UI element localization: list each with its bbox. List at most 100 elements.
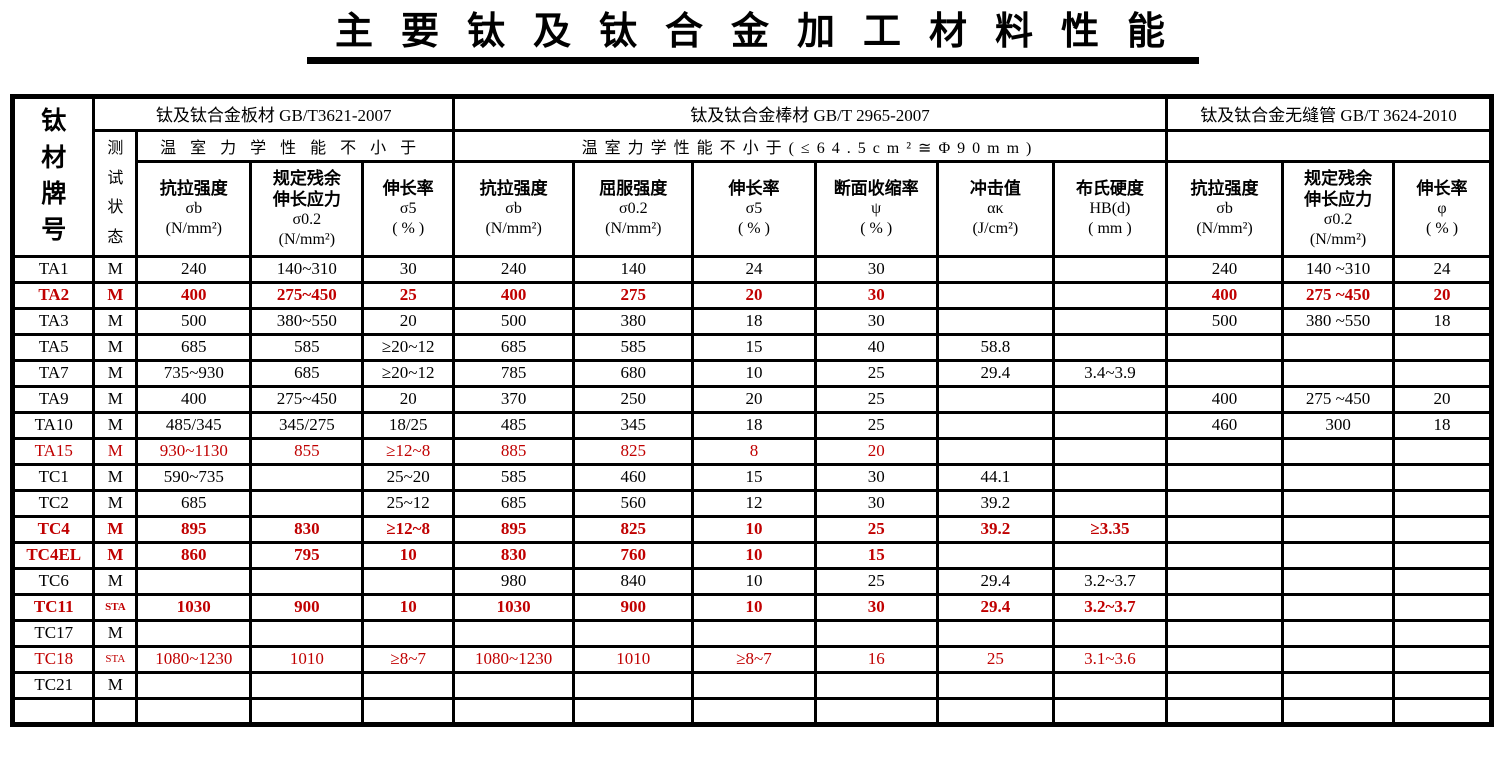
value-cell: [1392, 462, 1493, 492]
value-cell: [572, 670, 695, 700]
value-cell: 20: [1392, 384, 1493, 414]
value-cell: [1051, 540, 1168, 570]
value-cell: 3.2~3.7: [1051, 592, 1168, 622]
grade-cell: TA7: [10, 358, 96, 388]
value-cell: 860: [135, 540, 253, 570]
value-cell: 25: [813, 410, 939, 440]
value-cell: 24: [1392, 254, 1493, 284]
value-cell: 3.2~3.7: [1051, 566, 1168, 596]
value-cell: [935, 254, 1055, 284]
value-cell: [813, 696, 939, 726]
value-cell: 930~1130: [135, 436, 253, 466]
value-cell: 25: [813, 358, 939, 388]
state-cell: M: [92, 254, 139, 284]
value-cell: [1164, 514, 1285, 544]
value-cell: 30: [361, 254, 456, 284]
column-header-9: 抗拉强度 σb (N/mm²): [1164, 159, 1285, 258]
value-cell: 685: [452, 488, 576, 518]
column-header-3: 抗拉强度 σb (N/mm²): [452, 159, 576, 258]
state-cell: M: [92, 462, 139, 492]
value-cell: 855: [249, 436, 365, 466]
table-row: TC1 M 590~735 25~20 585 460 15 30 44.1: [10, 462, 1493, 492]
value-cell: [1281, 592, 1396, 622]
value-cell: [135, 696, 253, 726]
value-cell: [1164, 436, 1285, 466]
grade-cell: TC4: [10, 514, 96, 544]
value-cell: [1392, 514, 1493, 544]
value-cell: 18: [691, 306, 817, 336]
grade-cell: TC2: [10, 488, 96, 518]
column-header-7: 冲击值 ακ (J/cm²): [935, 159, 1055, 258]
state-cell: M: [92, 280, 139, 310]
value-cell: 16: [813, 644, 939, 674]
value-cell: [1051, 280, 1168, 310]
state-cell: M: [92, 514, 139, 544]
value-cell: [1281, 618, 1396, 648]
value-cell: 30: [813, 462, 939, 492]
test-state-header: 测试状态: [92, 128, 139, 258]
grade-cell: TA5: [10, 332, 96, 362]
table-row: TC2 M 685 25~12 685 560 12 30 39.2: [10, 488, 1493, 518]
value-cell: 20: [691, 384, 817, 414]
value-cell: [1392, 540, 1493, 570]
value-cell: 240: [452, 254, 576, 284]
grade-cell: TA2: [10, 280, 96, 310]
value-cell: [1051, 332, 1168, 362]
value-cell: [1164, 644, 1285, 674]
state-cell: M: [92, 384, 139, 414]
value-cell: [249, 670, 365, 700]
value-cell: ≥8~7: [361, 644, 456, 674]
value-cell: 1010: [572, 644, 695, 674]
value-cell: 15: [691, 462, 817, 492]
value-cell: [135, 670, 253, 700]
value-cell: 380 ~550: [1281, 306, 1396, 336]
value-cell: 585: [572, 332, 695, 362]
grade-cell: TA15: [10, 436, 96, 466]
value-cell: 240: [1164, 254, 1285, 284]
value-cell: 39.2: [935, 488, 1055, 518]
value-cell: [935, 410, 1055, 440]
value-cell: 735~930: [135, 358, 253, 388]
grade-cell: TA9: [10, 384, 96, 414]
value-cell: [1281, 540, 1396, 570]
value-cell: 1080~1230: [135, 644, 253, 674]
value-cell: 1030: [135, 592, 253, 622]
value-cell: [1051, 254, 1168, 284]
value-cell: [361, 618, 456, 648]
state-cell: M: [92, 618, 139, 648]
state-cell: M: [92, 566, 139, 596]
value-cell: [813, 670, 939, 700]
value-cell: 3.1~3.6: [1051, 644, 1168, 674]
table-row: TA15 M 930~1130 855 ≥12~8 885 825 8 20: [10, 436, 1493, 466]
value-cell: 140: [572, 254, 695, 284]
state-cell: M: [92, 306, 139, 336]
value-cell: 380: [572, 306, 695, 336]
value-cell: [1051, 462, 1168, 492]
value-cell: 400: [452, 280, 576, 310]
value-cell: [1051, 696, 1168, 726]
value-cell: 460: [1164, 410, 1285, 440]
value-cell: 830: [249, 514, 365, 544]
value-cell: [1281, 566, 1396, 596]
value-cell: 840: [572, 566, 695, 596]
value-cell: [935, 540, 1055, 570]
value-cell: 40: [813, 332, 939, 362]
value-cell: 24: [691, 254, 817, 284]
value-cell: 25~20: [361, 462, 456, 492]
group-header-bar: 钛及钛合金棒材 GB/T 2965-2007: [452, 94, 1168, 132]
properties-table: 钛材牌号 钛及钛合金板材 GB/T3621-2007 钛及钛合金棒材 GB/T …: [10, 93, 1494, 727]
value-cell: 10: [691, 358, 817, 388]
value-cell: ≥12~8: [361, 436, 456, 466]
grade-cell: TC4EL: [10, 540, 96, 570]
value-cell: [1281, 358, 1396, 388]
value-cell: 25~12: [361, 488, 456, 518]
grade-cell: TC21: [10, 670, 96, 700]
table-row: TA1 M 240 140~310 30 240 140 24 30 240 140 ~310 24: [10, 254, 1493, 284]
value-cell: 400: [135, 384, 253, 414]
value-cell: [1392, 488, 1493, 518]
value-cell: 20: [361, 384, 456, 414]
value-cell: [249, 696, 365, 726]
value-cell: 1010: [249, 644, 365, 674]
value-cell: 795: [249, 540, 365, 570]
value-cell: 18: [1392, 306, 1493, 336]
